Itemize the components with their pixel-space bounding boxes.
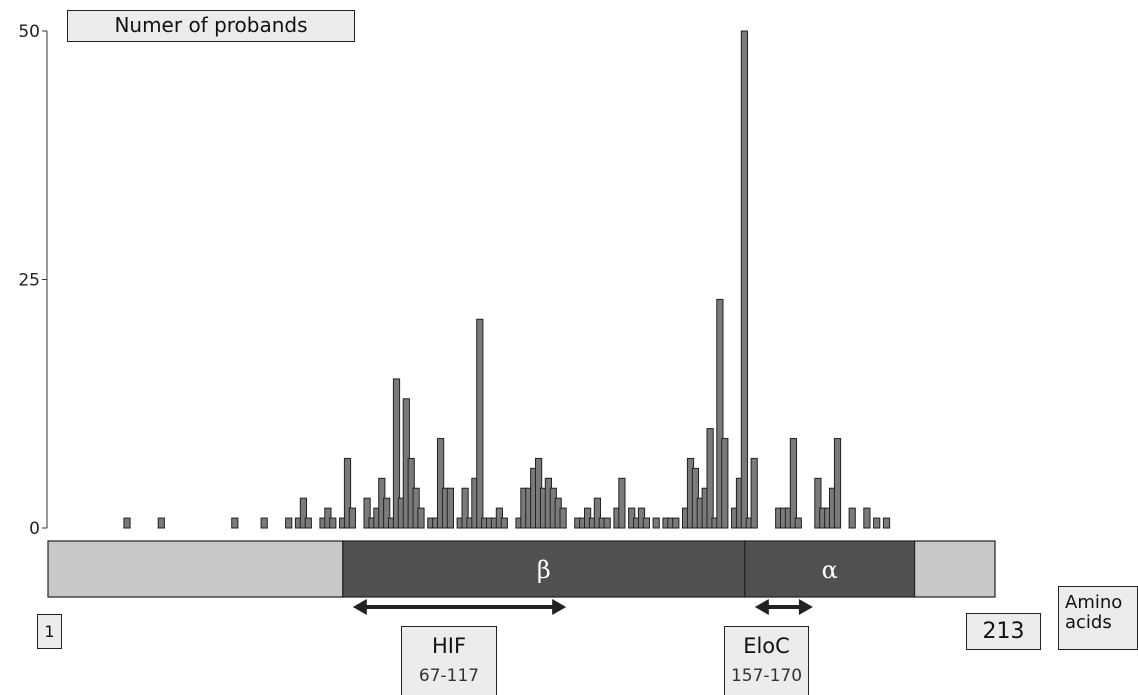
bar-2 — [231, 517, 239, 529]
unit-line-1: Amino — [1065, 592, 1123, 613]
y-tick-label-1: 25 — [18, 271, 40, 291]
bar-7 — [304, 517, 312, 529]
bars-group — [123, 30, 891, 529]
domain-label-1: β — [537, 556, 551, 584]
bar-92 — [848, 507, 856, 529]
bar-13 — [348, 507, 356, 529]
bar-87 — [814, 477, 822, 529]
eloc-binding-label: EloC 157-170 — [724, 626, 809, 695]
eloc-range: 157-170 — [730, 666, 803, 686]
arrow-head-right-1 — [798, 599, 813, 615]
bar-73 — [706, 428, 714, 529]
sequence-end-label: 213 — [966, 613, 1041, 650]
bar-4 — [285, 517, 293, 529]
domain-label-2: α — [822, 556, 838, 584]
bar-75 — [716, 298, 724, 529]
hif-range: 67-117 — [418, 666, 480, 686]
bar-30 — [446, 487, 454, 529]
hif-binding-label: HIF 67-117 — [401, 626, 497, 695]
x-axis-unit-label: Amino acids — [1058, 586, 1138, 650]
y-axis: 0 25 50 — [18, 22, 48, 539]
domain-block-3 — [913, 540, 996, 598]
bar-35 — [476, 318, 484, 529]
bar-76 — [721, 438, 729, 529]
bar-18 — [383, 497, 391, 529]
bar-94 — [873, 517, 881, 529]
arrow-head-right-0 — [552, 599, 567, 615]
bar-85 — [789, 438, 797, 529]
bar-79 — [740, 30, 748, 529]
arrow-head-left-0 — [352, 599, 367, 615]
bar-0 — [123, 517, 131, 529]
bar-6 — [299, 497, 307, 529]
bar-93 — [863, 507, 871, 529]
bar-59 — [618, 477, 626, 529]
chart-title: Numer of probands — [67, 10, 355, 42]
bar-40 — [500, 517, 508, 529]
bar-57 — [603, 517, 611, 529]
bar-32 — [461, 487, 469, 529]
domain-block-0 — [47, 540, 344, 598]
bar-12 — [343, 457, 352, 529]
y-tick-label-2: 50 — [18, 22, 40, 42]
bar-67 — [672, 517, 680, 529]
bar-25 — [417, 507, 425, 529]
bar-50 — [559, 507, 567, 529]
bar-91 — [833, 438, 842, 529]
arrow-head-left-1 — [754, 599, 769, 615]
bar-1 — [157, 517, 165, 529]
bar-81 — [750, 457, 758, 529]
bar-28 — [437, 438, 445, 529]
bar-55 — [593, 497, 601, 529]
hif-name: HIF — [431, 634, 467, 658]
bar-64 — [652, 517, 660, 529]
unit-line-2: acids — [1065, 612, 1112, 633]
bar-86 — [794, 517, 802, 529]
bar-63 — [642, 517, 650, 529]
bar-14 — [363, 497, 371, 529]
y-tick-label-0: 0 — [29, 519, 40, 539]
bar-3 — [260, 517, 268, 529]
sequence-start-label: 1 — [37, 614, 62, 649]
eloc-name: EloC — [743, 634, 790, 658]
bar-10 — [329, 517, 337, 529]
bar-95 — [882, 517, 891, 529]
bar-20 — [392, 378, 401, 529]
binding-arrows — [352, 599, 813, 615]
